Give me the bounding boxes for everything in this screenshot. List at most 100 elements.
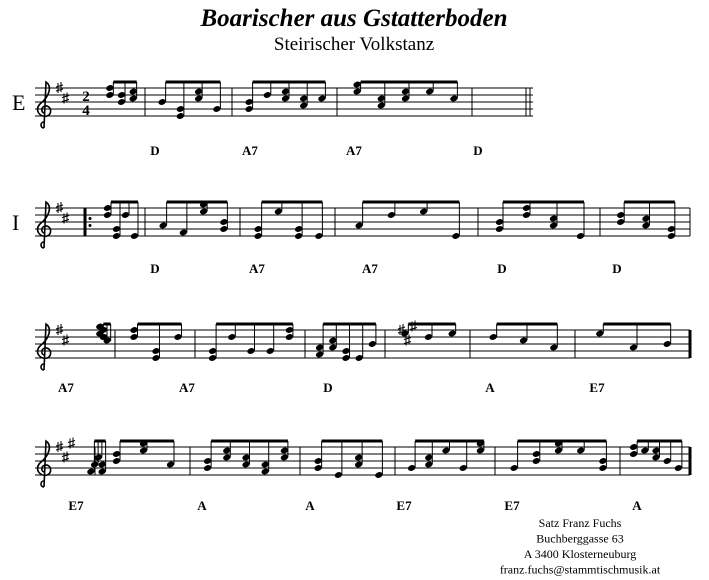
notehead <box>294 233 303 239</box>
notehead <box>495 219 504 225</box>
notehead <box>459 465 467 471</box>
notehead <box>407 465 416 471</box>
notehead <box>294 226 303 232</box>
notehead <box>641 447 649 454</box>
notehead <box>353 81 361 88</box>
notehead <box>353 88 361 95</box>
notehead <box>476 447 485 454</box>
chord: D <box>323 380 332 395</box>
notehead <box>342 355 350 361</box>
notehead <box>280 454 289 461</box>
notehead <box>130 233 139 239</box>
sharp <box>61 334 70 346</box>
notehead <box>112 233 121 239</box>
notehead <box>103 212 112 218</box>
notehead <box>139 447 148 454</box>
notehead <box>387 212 396 218</box>
notehead <box>117 92 126 98</box>
chord: E7 <box>68 498 84 513</box>
notehead <box>208 355 217 361</box>
notehead <box>254 226 262 232</box>
notehead <box>228 334 236 340</box>
notehead <box>87 468 95 475</box>
notehead <box>652 454 660 461</box>
notehead <box>554 447 563 454</box>
footer-line: Buchberggasse 63 <box>536 532 623 546</box>
time-top: 2 <box>82 89 90 105</box>
notehead <box>159 222 167 229</box>
notehead <box>599 465 607 471</box>
chord: D <box>150 143 159 158</box>
chord: D <box>150 261 159 276</box>
notehead <box>285 327 294 333</box>
notehead <box>448 330 456 337</box>
notehead <box>285 334 294 340</box>
notehead <box>377 102 385 109</box>
notehead <box>199 208 208 215</box>
notehead <box>629 444 638 450</box>
chord: E7 <box>504 498 520 513</box>
notehead <box>667 226 676 232</box>
notehead <box>424 334 433 340</box>
notehead <box>532 451 540 457</box>
notehead <box>266 348 274 354</box>
notehead <box>425 454 433 461</box>
chord: A <box>485 380 495 395</box>
notehead <box>549 215 558 222</box>
notehead <box>495 226 504 232</box>
notehead <box>176 106 185 112</box>
treble-clef <box>36 200 52 249</box>
notehead <box>112 458 121 464</box>
notehead <box>213 106 221 112</box>
notehead <box>652 447 660 454</box>
notehead <box>642 215 650 222</box>
chord: A7 <box>362 261 378 276</box>
notehead <box>355 355 363 361</box>
notehead <box>117 99 126 105</box>
notehead <box>208 348 217 354</box>
notehead <box>315 344 324 351</box>
sharp <box>61 92 70 104</box>
notehead <box>103 337 111 344</box>
notehead <box>247 348 255 354</box>
notehead <box>532 458 540 464</box>
notehead <box>314 465 322 471</box>
subtitle: Steirischer Volkstanz <box>274 34 434 55</box>
notehead <box>121 212 130 218</box>
notehead <box>203 465 212 471</box>
notehead <box>280 447 289 454</box>
treble-clef <box>36 80 52 129</box>
notehead <box>281 88 290 95</box>
sharp <box>55 324 64 335</box>
notehead <box>401 88 410 95</box>
notehead <box>315 351 324 358</box>
sharp <box>67 437 76 449</box>
notehead <box>194 95 203 102</box>
notehead <box>510 465 518 471</box>
notehead <box>519 337 528 344</box>
sharp <box>397 324 406 335</box>
notehead <box>99 327 108 333</box>
time-bottom: 4 <box>82 103 90 119</box>
sharp <box>61 212 70 224</box>
notehead <box>106 92 114 98</box>
notehead <box>442 447 450 454</box>
notehead <box>179 229 188 236</box>
notehead <box>419 208 428 215</box>
notehead <box>220 226 228 232</box>
notehead <box>674 465 683 471</box>
notehead <box>242 454 250 461</box>
notehead <box>176 113 185 119</box>
notehead <box>158 99 166 105</box>
notehead <box>300 95 308 102</box>
notehead <box>112 451 121 457</box>
notehead <box>318 95 326 102</box>
notehead <box>629 451 638 457</box>
treble-clef <box>36 322 52 371</box>
notehead <box>106 85 114 91</box>
notehead <box>642 222 650 229</box>
notehead <box>354 454 363 461</box>
chord: E7 <box>589 380 605 395</box>
notehead <box>354 461 363 468</box>
repeat-dot <box>88 224 92 227</box>
